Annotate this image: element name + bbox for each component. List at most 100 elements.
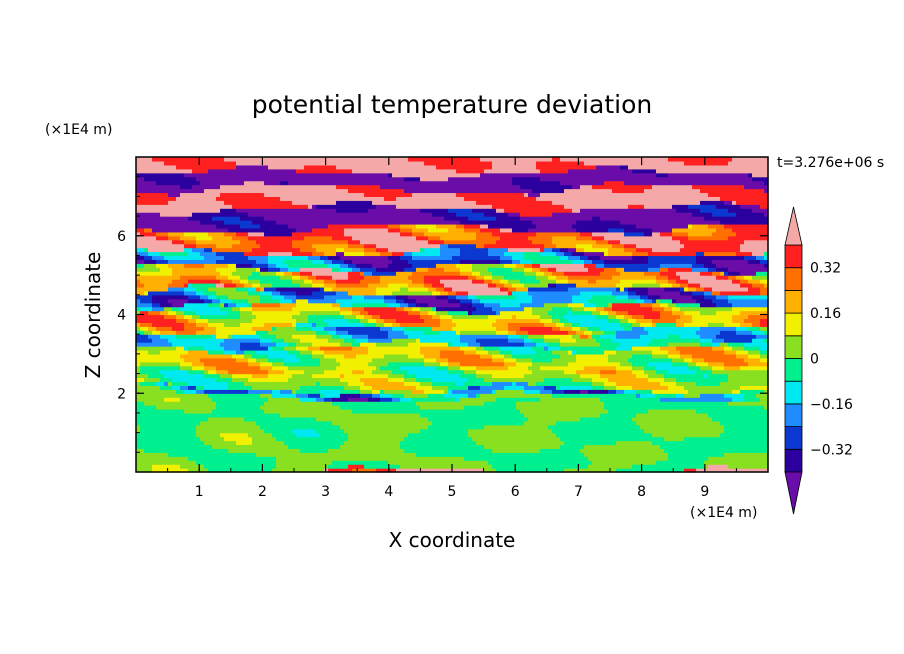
heatmap-cell: [568, 416, 573, 422]
heatmap-cell: [528, 456, 533, 461]
heatmap-cell: [416, 412, 421, 418]
heatmap-cell: [192, 416, 197, 422]
heatmap-cell: [540, 373, 545, 379]
heatmap-cell: [340, 444, 345, 449]
heatmap-cell: [536, 456, 541, 461]
heatmap-cell: [236, 353, 241, 359]
heatmap-cell: [320, 365, 325, 371]
heatmap-cell: [468, 357, 473, 363]
heatmap-cell: [344, 401, 349, 406]
heatmap-cell: [704, 409, 709, 414]
heatmap-cell: [296, 389, 301, 394]
heatmap-cell: [536, 436, 541, 442]
heatmap-cell: [468, 464, 473, 469]
heatmap-cell: [648, 365, 653, 371]
heatmap-cell: [244, 428, 249, 434]
heatmap-cell: [176, 393, 181, 398]
heatmap-cell: [216, 369, 221, 375]
heatmap-cell: [248, 389, 253, 394]
heatmap-cell: [608, 361, 613, 367]
heatmap-cell: [388, 349, 393, 355]
heatmap-cell: [728, 436, 733, 442]
heatmap-cell: [736, 452, 741, 457]
heatmap-cell: [396, 412, 401, 418]
heatmap-cell: [320, 452, 325, 457]
heatmap-cell: [632, 377, 637, 383]
heatmap-cell: [136, 448, 141, 453]
heatmap-cell: [512, 389, 517, 394]
heatmap-cell: [716, 436, 721, 442]
heatmap-cell: [196, 357, 201, 363]
heatmap-cell: [424, 409, 429, 414]
heatmap-cell: [416, 456, 421, 461]
heatmap-cell: [472, 468, 477, 473]
heatmap-cell: [388, 440, 393, 446]
heatmap-cell: [148, 412, 153, 418]
heatmap-cell: [616, 385, 621, 390]
heatmap-cell: [216, 385, 221, 390]
heatmap-cell: [392, 397, 397, 402]
heatmap-cell: [284, 444, 289, 449]
heatmap-cell: [576, 452, 581, 457]
heatmap-cell: [164, 424, 169, 430]
heatmap-cell: [680, 405, 685, 410]
heatmap-cell: [312, 365, 317, 371]
heatmap-cell: [700, 409, 705, 414]
heatmap-cell: [352, 361, 357, 367]
heatmap-cell: [480, 409, 485, 414]
heatmap-cell: [320, 416, 325, 422]
heatmap-cell: [276, 464, 281, 469]
heatmap-cell: [140, 357, 145, 363]
heatmap-cell: [752, 412, 757, 418]
heatmap-cell: [560, 468, 565, 473]
heatmap-cell: [680, 424, 685, 430]
heatmap-cell: [620, 409, 625, 414]
heatmap-cell: [464, 432, 469, 438]
heatmap-cell: [452, 468, 457, 473]
heatmap-cell: [488, 412, 493, 418]
heatmap-cell: [500, 424, 505, 430]
heatmap-cell: [488, 377, 493, 383]
heatmap-cell: [392, 456, 397, 461]
heatmap-cell: [748, 464, 753, 469]
heatmap-cell: [324, 365, 329, 371]
heatmap-cell: [360, 401, 365, 406]
heatmap-cell: [744, 432, 749, 438]
heatmap-cell: [596, 460, 601, 465]
heatmap-cell: [276, 369, 281, 375]
heatmap-cell: [392, 361, 397, 367]
heatmap-cell: [312, 444, 317, 449]
heatmap-cell: [176, 440, 181, 446]
heatmap-cell: [320, 436, 325, 442]
heatmap-cell: [420, 373, 425, 379]
heatmap-cell: [172, 468, 177, 473]
heatmap-cell: [228, 440, 233, 446]
heatmap-cell: [756, 385, 761, 390]
heatmap-cell: [260, 440, 265, 446]
heatmap-cell: [220, 377, 225, 383]
heatmap-cell: [340, 377, 345, 383]
heatmap-cell: [400, 381, 405, 386]
heatmap-cell: [316, 412, 321, 418]
heatmap-cell: [428, 389, 433, 394]
heatmap-cell: [652, 409, 657, 414]
heatmap-cell: [208, 428, 213, 434]
heatmap-cell: [176, 377, 181, 383]
heatmap-cell: [172, 389, 177, 394]
heatmap-cell: [156, 440, 161, 446]
heatmap-cell: [148, 448, 153, 453]
heatmap-cell: [344, 432, 349, 438]
heatmap-cell: [448, 349, 453, 355]
heatmap-cell: [184, 381, 189, 386]
heatmap-cell: [196, 365, 201, 371]
heatmap-cell: [692, 405, 697, 410]
heatmap-cell: [660, 397, 665, 402]
heatmap-cell: [308, 381, 313, 386]
heatmap-cell: [336, 349, 341, 355]
heatmap-cell: [672, 444, 677, 449]
heatmap-cell: [588, 460, 593, 465]
heatmap-cell: [700, 385, 705, 390]
heatmap-cell: [664, 373, 669, 379]
heatmap-cell: [620, 365, 625, 371]
heatmap-cell: [436, 412, 441, 418]
